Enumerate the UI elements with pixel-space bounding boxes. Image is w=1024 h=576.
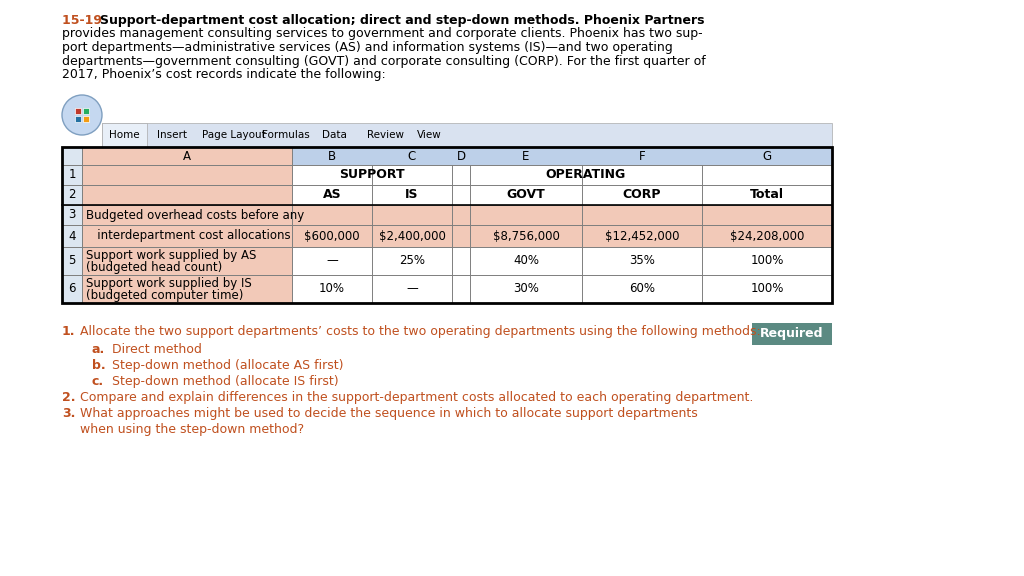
- Text: 1: 1: [69, 169, 76, 181]
- Text: 2: 2: [69, 188, 76, 202]
- Text: Support work supplied by IS: Support work supplied by IS: [86, 276, 252, 290]
- Text: 60%: 60%: [629, 282, 655, 295]
- Bar: [62, 165, 82, 185]
- Text: AS: AS: [323, 188, 341, 202]
- Text: C: C: [408, 150, 416, 162]
- Bar: [75, 116, 81, 122]
- Text: 3: 3: [69, 209, 76, 222]
- Bar: [102, 123, 147, 147]
- Text: Allocate the two support departments’ costs to the two operating departments usi: Allocate the two support departments’ co…: [80, 325, 761, 338]
- Bar: [62, 147, 831, 303]
- Text: c.: c.: [92, 375, 104, 388]
- Text: a.: a.: [92, 343, 105, 356]
- Bar: [292, 275, 831, 303]
- Text: when using the step-down method?: when using the step-down method?: [80, 423, 304, 436]
- Bar: [102, 123, 831, 147]
- Text: (budgeted computer time): (budgeted computer time): [86, 290, 244, 302]
- Bar: [292, 185, 831, 205]
- Bar: [62, 225, 82, 247]
- Text: Step-down method (allocate IS first): Step-down method (allocate IS first): [112, 375, 339, 388]
- Text: $600,000: $600,000: [304, 229, 359, 242]
- Text: interdepartment cost allocations: interdepartment cost allocations: [86, 229, 291, 242]
- Text: SUPPORT: SUPPORT: [339, 169, 404, 181]
- Text: GOVT: GOVT: [507, 188, 546, 202]
- Text: B: B: [328, 150, 336, 162]
- Text: departments—government consulting (GOVT) and corporate consulting (CORP). For th: departments—government consulting (GOVT)…: [62, 55, 706, 67]
- Text: Budgeted overhead costs before any: Budgeted overhead costs before any: [86, 209, 304, 222]
- Text: Support work supplied by AS: Support work supplied by AS: [86, 248, 256, 262]
- Bar: [82, 225, 292, 247]
- Bar: [82, 147, 292, 165]
- Text: 2.: 2.: [62, 391, 76, 404]
- Text: provides management consulting services to government and corporate clients. Pho: provides management consulting services …: [62, 28, 702, 40]
- Text: 4: 4: [69, 229, 76, 242]
- Bar: [82, 205, 292, 225]
- Text: —: —: [407, 282, 418, 295]
- Text: (budgeted head count): (budgeted head count): [86, 262, 222, 275]
- Bar: [292, 247, 831, 275]
- Bar: [292, 205, 831, 225]
- Text: IS: IS: [406, 188, 419, 202]
- Text: F: F: [639, 150, 645, 162]
- Text: What approaches might be used to decide the sequence in which to allocate suppor: What approaches might be used to decide …: [80, 407, 697, 420]
- Bar: [62, 147, 831, 165]
- Text: —: —: [326, 255, 338, 267]
- Text: 15-19: 15-19: [62, 14, 106, 27]
- Text: 30%: 30%: [513, 282, 539, 295]
- Bar: [83, 108, 89, 114]
- Text: 100%: 100%: [751, 255, 783, 267]
- Text: A: A: [183, 150, 191, 162]
- Text: View: View: [417, 130, 441, 140]
- Bar: [82, 185, 292, 205]
- Bar: [82, 165, 292, 185]
- Text: $8,756,000: $8,756,000: [493, 229, 559, 242]
- Circle shape: [62, 95, 102, 135]
- Text: Compare and explain differences in the support-department costs allocated to eac: Compare and explain differences in the s…: [80, 391, 754, 404]
- Text: Review: Review: [367, 130, 404, 140]
- Text: Insert: Insert: [157, 130, 187, 140]
- Text: $2,400,000: $2,400,000: [379, 229, 445, 242]
- Bar: [62, 147, 82, 165]
- Text: 35%: 35%: [629, 255, 655, 267]
- Text: 25%: 25%: [399, 255, 425, 267]
- Text: Step-down method (allocate AS first): Step-down method (allocate AS first): [112, 359, 343, 372]
- Text: Total: Total: [750, 188, 784, 202]
- Text: Page Layout: Page Layout: [202, 130, 266, 140]
- Bar: [62, 185, 82, 205]
- Text: 6: 6: [69, 282, 76, 295]
- Bar: [83, 116, 89, 122]
- Text: Support-department cost allocation; direct and step-down methods. Phoenix Partne: Support-department cost allocation; dire…: [100, 14, 705, 27]
- Text: G: G: [763, 150, 771, 162]
- Text: 2017, Phoenix’s cost records indicate the following:: 2017, Phoenix’s cost records indicate th…: [62, 68, 386, 81]
- Text: Home: Home: [109, 130, 139, 140]
- Bar: [82, 247, 292, 275]
- Bar: [82, 275, 292, 303]
- Text: CORP: CORP: [623, 188, 662, 202]
- Bar: [62, 205, 82, 225]
- Bar: [62, 247, 82, 275]
- Text: Direct method: Direct method: [112, 343, 202, 356]
- Text: b.: b.: [92, 359, 105, 372]
- Text: $24,208,000: $24,208,000: [730, 229, 804, 242]
- Text: 5: 5: [69, 255, 76, 267]
- Bar: [62, 275, 82, 303]
- Text: 40%: 40%: [513, 255, 539, 267]
- Text: 3.: 3.: [62, 407, 76, 420]
- Bar: [292, 225, 831, 247]
- Text: 1.: 1.: [62, 325, 76, 338]
- Text: D: D: [457, 150, 466, 162]
- Text: Formulas: Formulas: [262, 130, 309, 140]
- Text: OPERATING: OPERATING: [546, 169, 626, 181]
- Bar: [292, 165, 831, 185]
- Text: 10%: 10%: [319, 282, 345, 295]
- Text: Required: Required: [760, 328, 823, 340]
- Text: E: E: [522, 150, 529, 162]
- Bar: [75, 108, 81, 114]
- Text: port departments—administrative services (AS) and information systems (IS)—and t: port departments—administrative services…: [62, 41, 673, 54]
- Bar: [752, 323, 831, 345]
- Text: Data: Data: [322, 130, 347, 140]
- Text: 100%: 100%: [751, 282, 783, 295]
- Text: $12,452,000: $12,452,000: [605, 229, 679, 242]
